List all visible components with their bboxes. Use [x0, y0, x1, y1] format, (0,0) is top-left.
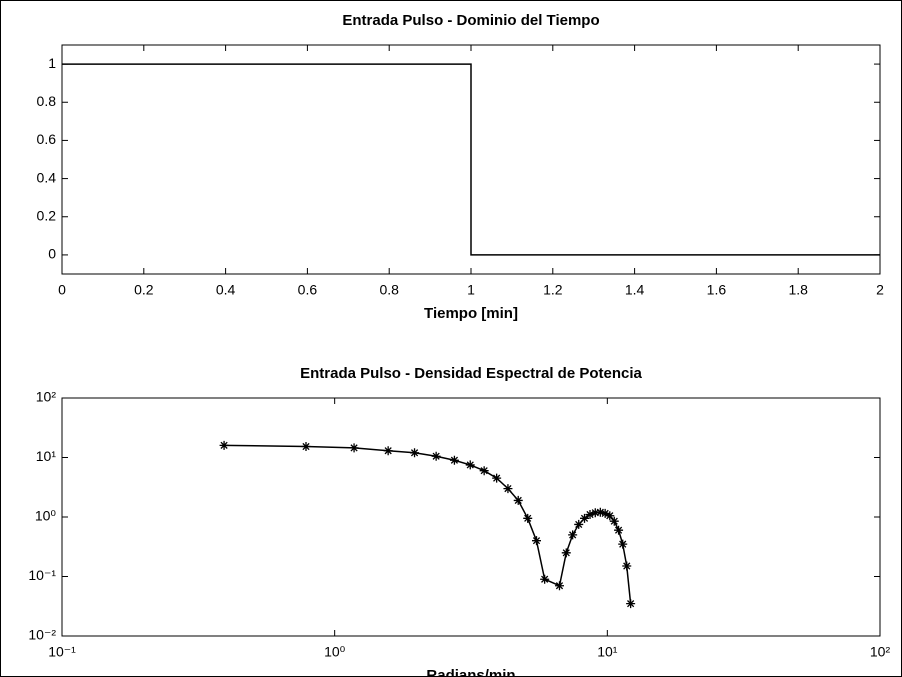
x-tick-label: 10² — [870, 644, 891, 660]
star-marker — [614, 525, 624, 535]
star-marker — [219, 440, 229, 450]
star-marker — [600, 508, 610, 518]
star-marker — [568, 530, 578, 540]
x-tick-label: 1 — [467, 282, 475, 298]
y-tick-label: 0.2 — [37, 207, 57, 223]
x-tick-label: 0.4 — [216, 282, 236, 298]
star-marker — [618, 539, 628, 549]
y-tick-label: 0 — [48, 246, 56, 262]
chart-title: Entrada Pulso - Densidad Espectral de Po… — [300, 365, 642, 382]
star-marker — [622, 561, 632, 571]
x-tick-label: 1.2 — [543, 282, 563, 298]
star-marker — [531, 536, 541, 546]
star-marker — [431, 451, 441, 461]
x-tick-label: 0.8 — [379, 282, 399, 298]
star-marker — [561, 548, 571, 558]
star-marker — [595, 507, 605, 517]
y-tick-label: 10² — [36, 389, 57, 405]
star-marker — [590, 508, 600, 518]
star-marker — [410, 448, 420, 458]
star-marker — [605, 511, 615, 521]
star-marker — [383, 446, 393, 456]
x-tick-label: 1.4 — [625, 282, 645, 298]
y-tick-label: 0.4 — [37, 169, 57, 185]
star-marker — [349, 443, 359, 453]
data-line — [62, 63, 880, 256]
star-marker — [492, 473, 502, 483]
x-tick-label: 0.2 — [134, 282, 154, 298]
chart-title: Entrada Pulso - Dominio del Tiempo — [342, 12, 599, 29]
star-marker — [523, 513, 533, 523]
x-tick-label: 10⁰ — [324, 644, 346, 660]
star-marker — [465, 460, 475, 470]
x-tick-label: 0 — [58, 282, 66, 298]
star-marker — [554, 581, 564, 591]
star-marker — [513, 495, 523, 505]
y-tick-label: 1 — [48, 55, 56, 71]
y-tick-label: 10⁻² — [28, 627, 56, 643]
x-tick-label: 1.8 — [788, 282, 808, 298]
star-marker — [479, 466, 489, 476]
star-marker — [301, 442, 311, 452]
x-tick-label: 1.6 — [707, 282, 727, 298]
star-marker — [609, 516, 619, 526]
star-marker — [540, 574, 550, 584]
y-tick-label: 10⁻¹ — [28, 567, 56, 583]
star-marker — [574, 519, 584, 529]
y-tick-label: 0.6 — [37, 131, 57, 147]
y-tick-label: 10¹ — [36, 448, 57, 464]
star-marker — [503, 484, 513, 494]
star-marker — [580, 513, 590, 523]
x-axis-label: Radians/min — [426, 667, 515, 677]
x-tick-label: 0.6 — [298, 282, 318, 298]
x-tick-label: 10⁻¹ — [48, 644, 76, 660]
x-axis-label: Tiempo [min] — [424, 305, 518, 322]
x-tick-label: 10¹ — [597, 644, 618, 660]
x-tick-label: 2 — [876, 282, 884, 298]
star-marker — [626, 599, 636, 609]
y-tick-label: 0.8 — [37, 93, 57, 109]
star-marker — [449, 455, 459, 465]
star-marker — [585, 510, 595, 520]
y-tick-label: 10⁰ — [35, 508, 57, 524]
